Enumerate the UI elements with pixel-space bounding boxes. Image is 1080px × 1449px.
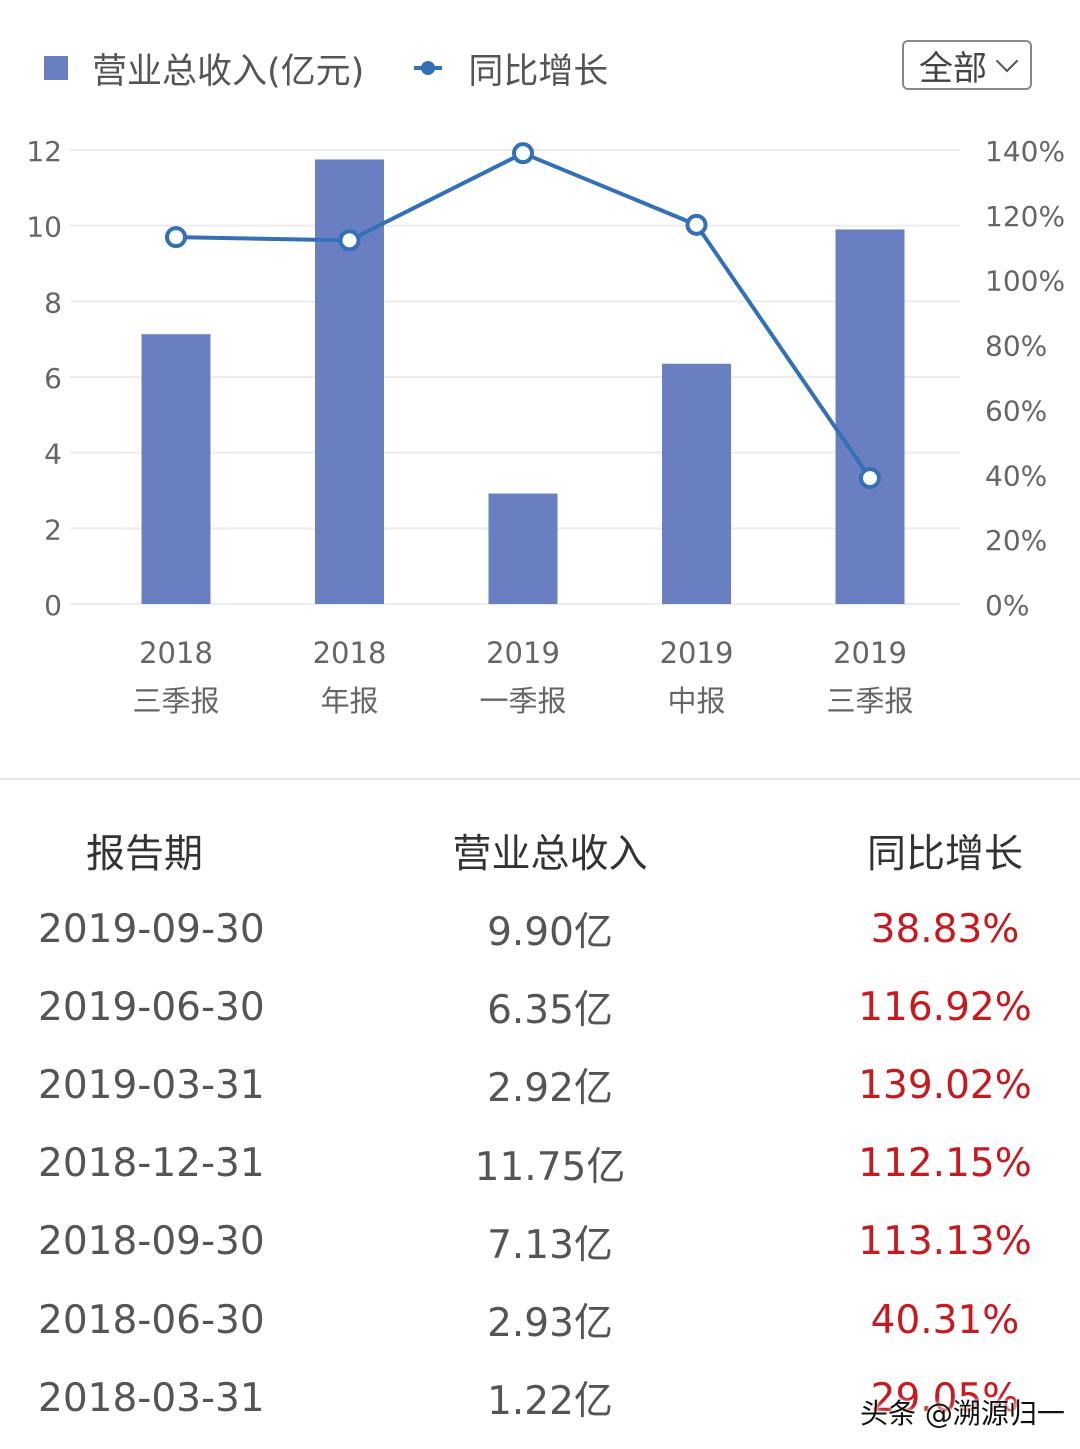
cell-growth: 116.92%: [858, 984, 1032, 1030]
bar-revenue: [662, 363, 731, 604]
y-left-tick-label: 0: [44, 589, 62, 622]
y-left-tick-label: 6: [44, 362, 62, 395]
cell-revenue: 7.13亿: [487, 1222, 613, 1268]
y-left-tick-label: 2: [44, 513, 62, 546]
table-row[interactable]: 2018-03-31 1.22亿 29.05%: [0, 1359, 1080, 1437]
x-tick-year: 2018: [139, 636, 213, 670]
growth-line: [175, 151, 872, 480]
x-tick-year: 2019: [486, 636, 560, 670]
table-row[interactable]: 2019-09-30 9.90亿 38.83%: [0, 890, 1080, 968]
chart-legend: 营业总收入(亿元) 同比增长: [44, 40, 658, 96]
cell-revenue: 2.92亿: [487, 1066, 613, 1112]
y-right-tick-label: 140%: [985, 135, 1065, 168]
y-left-tick-label: 12: [26, 135, 62, 168]
y-right-tick-label: 0%: [985, 589, 1029, 622]
cell-revenue: 9.90亿: [487, 910, 613, 956]
revenue-table: 报告期 营业总收入 同比增长 2019-09-30 9.90亿 38.83% 2…: [0, 812, 1080, 1437]
bar-swatch-icon: [44, 56, 68, 80]
chevron-down-icon: [995, 49, 1019, 73]
period-filter-select[interactable]: 全部: [902, 40, 1032, 90]
growth-point: [338, 229, 361, 252]
growth-point: [685, 213, 708, 236]
y-right-tick-label: 100%: [985, 265, 1065, 298]
x-tick-period: 三季报: [826, 684, 913, 718]
y-right-tick-label: 60%: [985, 394, 1047, 427]
header-growth: 同比增长: [866, 832, 1023, 877]
x-tick-period: 一季报: [479, 684, 566, 718]
x-tick-year: 2018: [313, 636, 387, 670]
header-revenue: 营业总收入: [452, 832, 648, 877]
period-filter-label: 全部: [919, 48, 987, 89]
legend-item-growth[interactable]: 同比增长: [414, 43, 608, 94]
x-tick-year: 2019: [833, 636, 907, 670]
table-row[interactable]: 2019-06-30 6.35亿 116.92%: [0, 968, 1080, 1046]
y-right-tick-label: 120%: [985, 200, 1065, 233]
growth-point: [165, 226, 187, 249]
cell-period: 2018-06-30: [38, 1297, 265, 1343]
y-right-tick-label: 20%: [985, 524, 1047, 557]
y-left-tick-label: 8: [44, 286, 62, 319]
cell-growth: 40.31%: [870, 1297, 1020, 1343]
growth-point: [859, 467, 881, 490]
cell-revenue: 6.35亿: [487, 988, 613, 1034]
cell-growth: 139.02%: [858, 1062, 1032, 1108]
legend-item-revenue[interactable]: 营业总收入(亿元): [44, 43, 364, 94]
legend-label-growth: 同比增长: [468, 51, 609, 92]
bar-revenue: [488, 493, 558, 604]
table-row[interactable]: 2018-12-31 11.75亿 112.15%: [0, 1125, 1080, 1203]
x-tick-period: 年报: [320, 684, 378, 718]
cell-period: 2018-03-31: [38, 1375, 265, 1421]
header-period: 报告期: [86, 832, 204, 877]
cell-revenue: 1.22亿: [487, 1379, 613, 1425]
cell-growth: 29.05%: [870, 1375, 1020, 1421]
x-tick-period: 三季报: [132, 684, 219, 718]
x-tick-year: 2019: [660, 636, 734, 670]
divider: [0, 778, 1080, 780]
cell-revenue: 11.75亿: [474, 1144, 626, 1190]
cell-growth: 112.15%: [858, 1141, 1032, 1187]
table-row[interactable]: 2019-03-31 2.92亿 139.02%: [0, 1046, 1080, 1124]
line-swatch-icon: [414, 61, 443, 75]
cell-revenue: 2.93亿: [487, 1301, 613, 1347]
cell-growth: 38.83%: [870, 906, 1020, 952]
table-row[interactable]: 2018-09-30 7.13亿 113.13%: [0, 1203, 1080, 1281]
table-header: 报告期 营业总收入 同比增长: [0, 812, 1080, 890]
bar-revenue: [141, 334, 211, 604]
y-left-tick-label: 4: [44, 438, 62, 471]
revenue-chart: 0246810120%20%40%60%80%100%120%140%2018三…: [26, 135, 1065, 718]
legend-label-revenue: 营业总收入(亿元): [92, 51, 365, 92]
table-row[interactable]: 2018-06-30 2.93亿 40.31%: [0, 1281, 1080, 1359]
y-left-tick-label: 10: [26, 211, 62, 244]
cell-period: 2018-09-30: [38, 1219, 265, 1265]
x-tick-period: 中报: [667, 684, 725, 718]
cell-period: 2019-06-30: [38, 984, 265, 1030]
cell-period: 2018-12-31: [38, 1141, 265, 1187]
cell-growth: 113.13%: [858, 1219, 1032, 1265]
y-right-tick-label: 40%: [985, 459, 1047, 492]
cell-period: 2019-03-31: [38, 1062, 265, 1108]
y-right-tick-label: 80%: [985, 330, 1047, 363]
bar-revenue: [835, 229, 905, 604]
cell-period: 2019-09-30: [38, 906, 265, 952]
watermark: 头条 @溯源归一: [860, 1397, 1065, 1430]
growth-point: [512, 142, 534, 165]
